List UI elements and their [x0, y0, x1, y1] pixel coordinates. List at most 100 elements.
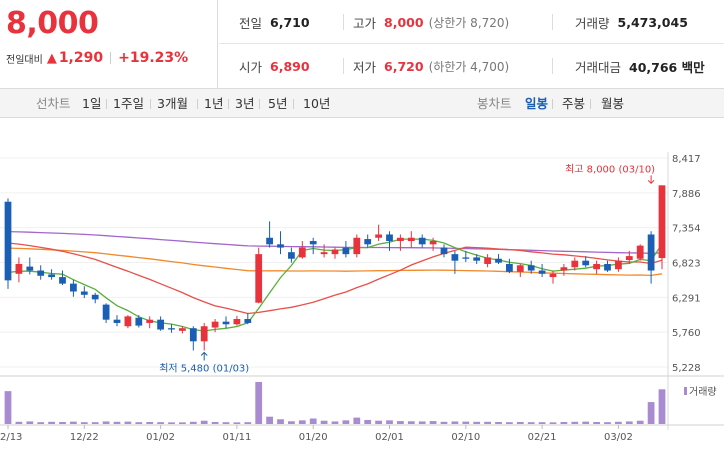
y-tick-label: 5,760	[672, 328, 701, 339]
candle-body	[277, 244, 284, 248]
trade-amount-value: 40,766 백만	[629, 59, 705, 75]
candle-body	[484, 257, 491, 264]
tab-monthly[interactable]: 월봉	[601, 96, 625, 111]
volume-bar	[451, 421, 459, 424]
tab-divider	[150, 99, 151, 109]
tab-1-year[interactable]: 1년	[204, 96, 224, 111]
trade-amount-cell: 거래대금 40,766 백만	[575, 44, 705, 88]
prev-close-cell: 전일 6,710	[239, 0, 310, 44]
tab-3-years[interactable]: 3년	[235, 96, 255, 111]
candle-body	[440, 247, 448, 255]
y-tick-label: 6,291	[672, 293, 701, 304]
candle-body	[527, 265, 535, 271]
candle-body	[538, 270, 546, 274]
candle-body	[15, 263, 23, 274]
chart-background	[0, 120, 724, 461]
tab-weekly[interactable]: 주봉	[562, 96, 586, 111]
quote-grid: 전일 6,710 고가 8,000 (상한가 8,720) 거래량 5,473,…	[219, 0, 724, 89]
volume-bar	[364, 419, 372, 424]
tab-3-months[interactable]: 3개월	[157, 96, 188, 111]
upper-limit-text: (상한가 8,720)	[428, 15, 510, 30]
high-label: 고가	[353, 15, 377, 31]
volume-label: 거래량	[689, 386, 717, 398]
candle-body	[91, 294, 99, 300]
candle-body	[386, 234, 393, 242]
volume-bar	[353, 417, 361, 424]
candle-body	[397, 237, 404, 242]
candle-chart-label: 봉차트	[477, 96, 512, 111]
candle-body	[647, 234, 655, 271]
volume-bar	[440, 421, 448, 424]
tab-5-years[interactable]: 5년	[268, 96, 288, 111]
volume-bar	[135, 422, 143, 424]
x-tick-label: 01/02	[146, 432, 175, 443]
candle-body	[179, 328, 186, 331]
open-value: 6,890	[270, 58, 310, 74]
volume-bar	[168, 422, 175, 424]
open-cell: 시가 6,890	[239, 44, 310, 88]
volume-bar	[59, 421, 66, 424]
volume-bar	[495, 421, 502, 424]
change-label: 전일대비	[6, 54, 43, 66]
candle-body	[222, 321, 230, 325]
volume-bar	[157, 422, 164, 424]
volume-bar	[582, 421, 590, 424]
candle-body	[582, 260, 590, 266]
volume-bar	[615, 421, 622, 424]
line-chart-label: 선차트	[36, 96, 71, 111]
tab-1-week[interactable]: 1주일	[113, 96, 144, 111]
volume-bar	[407, 421, 415, 424]
high-annotation: 최고 8,000 (03/10)	[565, 163, 655, 175]
volume-bar	[211, 421, 219, 424]
volume-bar	[386, 420, 393, 424]
candle-body	[309, 241, 317, 245]
candle-body	[233, 319, 241, 325]
high-arrow-icon	[647, 175, 655, 185]
candle-body	[80, 291, 88, 295]
x-tick-label: 12/22	[70, 432, 99, 443]
volume-bar	[179, 422, 186, 424]
current-price: 8,000	[6, 6, 99, 41]
divider	[552, 58, 553, 74]
volume-bar	[233, 422, 241, 424]
candle-body	[157, 319, 164, 330]
volume-bar	[604, 422, 611, 424]
divider	[343, 58, 344, 74]
volume-legend-swatch	[684, 387, 687, 395]
volume-bar	[625, 421, 633, 424]
tab-daily[interactable]: 일봉	[525, 96, 549, 111]
candle-body	[571, 260, 579, 268]
y-tick-label: 5,228	[672, 363, 701, 374]
x-tick-label: 03/02	[604, 432, 633, 443]
candle-body	[636, 245, 644, 259]
volume-bar	[418, 421, 426, 424]
y-tick-label: 7,886	[672, 189, 701, 200]
x-tick-label: 01/11	[222, 432, 251, 443]
tab-10-years[interactable]: 10년	[303, 96, 331, 111]
candle-body	[375, 234, 382, 238]
volume-label: 거래량	[575, 15, 610, 31]
candle-body	[244, 319, 252, 323]
quote-panel: 8,000 전일대비 ▲ 1,290 +19.23% 전일 6,710 고가 8…	[0, 0, 724, 89]
candle-body	[429, 241, 437, 245]
change-value: 1,290	[58, 50, 104, 66]
current-price-box: 8,000 전일대비 ▲ 1,290 +19.23%	[0, 0, 218, 89]
candle-body	[516, 265, 524, 272]
volume-bar	[331, 421, 339, 424]
volume-bar	[4, 391, 12, 424]
tab-1-day[interactable]: 1일	[82, 96, 102, 111]
change-divider	[110, 52, 112, 64]
candle-body	[353, 237, 361, 255]
volume-bar	[222, 422, 230, 424]
candle-body	[342, 247, 350, 255]
divider	[343, 14, 344, 30]
tab-divider	[197, 99, 198, 109]
candle-body	[473, 257, 481, 261]
tab-divider	[259, 99, 260, 109]
volume-bar	[26, 421, 34, 424]
volume-bar	[462, 421, 470, 424]
candle-body	[320, 252, 328, 255]
volume-bar	[429, 421, 437, 424]
